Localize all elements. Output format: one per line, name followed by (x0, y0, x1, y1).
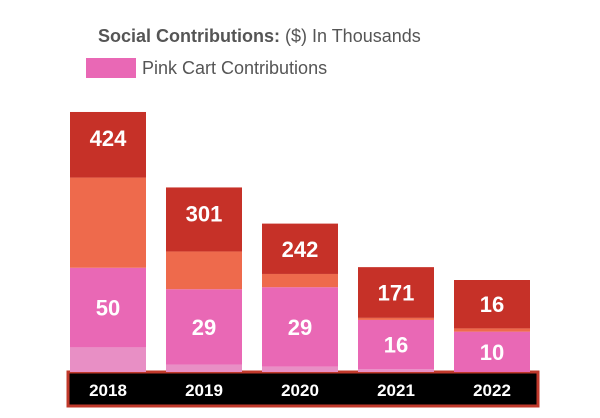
x-tick-label-2022: 2022 (473, 381, 511, 400)
bar-2020-bottom-light (262, 366, 338, 372)
bar-2019-orange (166, 251, 242, 290)
bar-2020-pink (262, 287, 338, 367)
bar-label-total-2020: 242 (282, 237, 319, 262)
legend-swatch-pink-cart (86, 58, 136, 78)
bar-2021-pink (358, 319, 434, 370)
bar-2018-bottom-light (70, 347, 146, 372)
bar-label-total-2019: 301 (186, 201, 223, 226)
bar-label-total-2021: 171 (378, 281, 415, 306)
bar-2021-orange (358, 317, 434, 320)
chart-title-bold: Social Contributions: (98, 26, 280, 46)
legend-label-pink-cart: Pink Cart Contributions (142, 58, 328, 78)
bar-2019-red (166, 187, 242, 252)
bar-2021-red (358, 267, 434, 318)
bar-2019-bottom-light (166, 364, 242, 372)
bar-2022-pink (454, 331, 530, 372)
chart-title-rest: ($) In Thousands (280, 26, 421, 46)
chart-title: Social Contributions: ($) In Thousands (98, 26, 421, 47)
x-tick-label-2020: 2020 (281, 381, 319, 400)
bar-2018-pink (70, 267, 146, 348)
bar-label-pink-2018: 50 (96, 296, 120, 321)
bar-label-pink-2021: 16 (384, 333, 408, 358)
bar-2021-bottom-light (358, 369, 434, 372)
bar-label-pink-2019: 29 (192, 315, 216, 340)
bar-2022-red (454, 280, 530, 329)
bar-2018-red (70, 111, 146, 178)
x-tick-label-2021: 2021 (377, 381, 415, 400)
x-tick-label-2018: 2018 (89, 381, 127, 400)
x-axis-band (66, 370, 540, 408)
bar-2022-orange (454, 328, 530, 332)
bar-label-pink-2022: 10 (480, 340, 504, 365)
bar-2020-orange (262, 273, 338, 288)
bar-label-pink-2020: 29 (288, 315, 312, 340)
bar-2019-pink (166, 289, 242, 365)
bar-2020-red (262, 223, 338, 274)
x-tick-label-2019: 2019 (185, 381, 223, 400)
bar-label-total-2022: 16 (480, 292, 504, 317)
bar-label-total-2018: 424 (90, 126, 127, 151)
bar-2018-orange (70, 177, 146, 268)
